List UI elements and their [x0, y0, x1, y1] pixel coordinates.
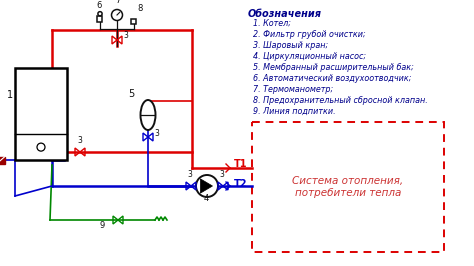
Text: 7. Термоманометр;: 7. Термоманометр;	[253, 85, 333, 94]
Text: 3: 3	[187, 170, 192, 179]
Bar	[252, 122, 444, 252]
Text: 8: 8	[137, 4, 142, 13]
Text: 5: 5	[128, 89, 134, 99]
Bar	[131, 19, 137, 23]
Bar	[0, 156, 5, 164]
Text: 2. Фильтр грубой очистки;: 2. Фильтр грубой очистки;	[253, 30, 366, 39]
Text: 9. Линия подпитки.: 9. Линия подпитки.	[253, 107, 336, 116]
Text: 4: 4	[204, 194, 209, 203]
Text: 3: 3	[123, 31, 128, 40]
Text: 7: 7	[115, 0, 120, 5]
Ellipse shape	[140, 100, 155, 130]
Text: 4. Циркуляционный насос;: 4. Циркуляционный насос;	[253, 52, 366, 61]
Text: 1: 1	[7, 90, 13, 100]
Text: 1. Котел;: 1. Котел;	[253, 19, 291, 28]
Text: 3: 3	[77, 136, 82, 145]
Text: 3. Шаровый кран;: 3. Шаровый кран;	[253, 41, 328, 50]
Circle shape	[196, 175, 218, 197]
Text: 5. Мембранный расширительный бак;: 5. Мембранный расширительный бак;	[253, 63, 414, 72]
Text: T2: T2	[234, 179, 247, 189]
Text: 9: 9	[100, 221, 105, 230]
Text: 3: 3	[154, 129, 159, 138]
Text: 8. Предохранительный сбросной клапан.: 8. Предохранительный сбросной клапан.	[253, 96, 428, 105]
Circle shape	[111, 10, 122, 20]
Text: 6: 6	[96, 1, 101, 10]
Text: Система отопления,
потребители тепла: Система отопления, потребители тепла	[292, 176, 403, 198]
Bar	[98, 16, 102, 22]
Bar	[15, 68, 67, 160]
Text: T1: T1	[234, 159, 247, 169]
Text: 3: 3	[219, 170, 224, 179]
Text: Обозначения: Обозначения	[248, 9, 322, 19]
Text: 6. Автоматический воздухоотводчик;: 6. Автоматический воздухоотводчик;	[253, 74, 411, 83]
Circle shape	[98, 12, 102, 16]
Polygon shape	[201, 179, 212, 193]
